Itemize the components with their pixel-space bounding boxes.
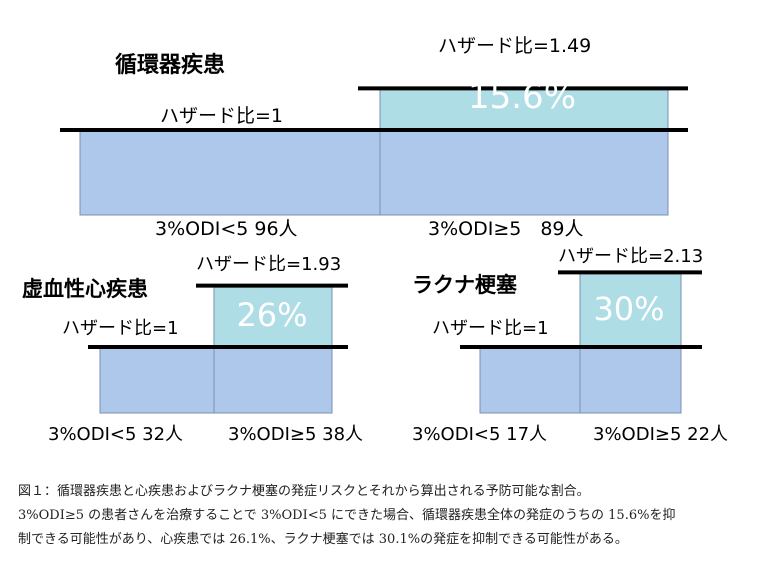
preventable-percent-label: 15.6% — [468, 77, 576, 117]
bar-unexposed — [479, 346, 581, 414]
bar-exposed-base — [379, 129, 669, 216]
figure-caption: 図１：循環器疾患と心疾患およびラクナ梗塞の発症リスクとそれから算出される予防可能… — [18, 480, 768, 552]
hazard-label-exposed: ハザード比=1.93 — [196, 254, 341, 275]
caption-line-1: 図１：循環器疾患と心疾患およびラクナ梗塞の発症リスクとそれから算出される予防可能… — [18, 484, 590, 499]
hazard-label-exposed: ハザード比=1.49 — [438, 35, 591, 57]
category-label-exposed: 3%ODI≥5 38人 — [228, 424, 363, 445]
hazard-label-baseline: ハザード比=1 — [160, 105, 283, 127]
caption-line-2: 3%ODI≥5 の患者さんを治療することで 3%ODI<5 にできた場合、循環器… — [18, 508, 676, 523]
bar-exposed-base — [213, 346, 333, 414]
bar-exposed-excess — [579, 271, 682, 348]
panel-title: 虚血性心疾患 — [22, 277, 148, 301]
category-label-exposed: 3%ODI≥5 89人 — [428, 218, 584, 240]
category-label-unexposed: 3%ODI<5 17人 — [412, 424, 547, 445]
bar-unexposed — [79, 129, 381, 216]
bar-unexposed — [99, 346, 215, 414]
caption-line-3: 制できる可能性があり、心疾患では 26.1%、ラクナ梗塞では 30.1%の発症を… — [18, 532, 628, 547]
hazard-label-baseline: ハザード比=1 — [62, 318, 179, 339]
category-label-exposed: 3%ODI≥5 22人 — [593, 424, 728, 445]
preventable-percent-label: 30% — [593, 290, 664, 328]
category-label-unexposed: 3%ODI<5 96人 — [155, 218, 298, 240]
category-label-unexposed: 3%ODI<5 32人 — [48, 424, 183, 445]
panel-title: 循環器疾患 — [115, 52, 225, 78]
preventable-percent-label: 26% — [236, 296, 307, 334]
bar-exposed-base — [579, 346, 682, 414]
bar-exposed-excess — [379, 87, 669, 131]
hazard-label-baseline: ハザード比=1 — [432, 318, 549, 339]
panel-title: ラクナ梗塞 — [412, 273, 518, 297]
hazard-label-exposed: ハザード比=2.13 — [558, 246, 703, 267]
